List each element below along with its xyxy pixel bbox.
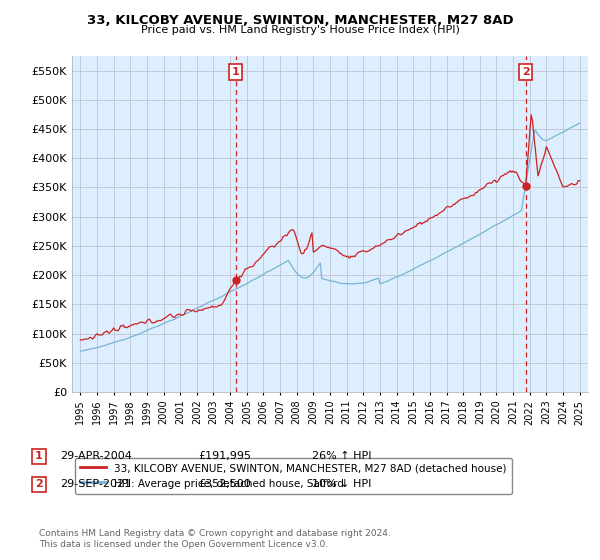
Text: 26% ↑ HPI: 26% ↑ HPI <box>312 451 371 461</box>
Text: 1: 1 <box>35 451 43 461</box>
Text: 33, KILCOBY AVENUE, SWINTON, MANCHESTER, M27 8AD: 33, KILCOBY AVENUE, SWINTON, MANCHESTER,… <box>86 14 514 27</box>
Text: 1: 1 <box>232 67 239 77</box>
Text: 2: 2 <box>35 479 43 489</box>
Text: 2: 2 <box>522 67 529 77</box>
Text: 10% ↓ HPI: 10% ↓ HPI <box>312 479 371 489</box>
Text: Price paid vs. HM Land Registry's House Price Index (HPI): Price paid vs. HM Land Registry's House … <box>140 25 460 35</box>
Text: £352,500: £352,500 <box>198 479 251 489</box>
Text: Contains HM Land Registry data © Crown copyright and database right 2024.
This d: Contains HM Land Registry data © Crown c… <box>39 529 391 549</box>
Text: 29-SEP-2021: 29-SEP-2021 <box>60 479 131 489</box>
Legend: 33, KILCOBY AVENUE, SWINTON, MANCHESTER, M27 8AD (detached house), HPI: Average : 33, KILCOBY AVENUE, SWINTON, MANCHESTER,… <box>74 458 512 494</box>
Text: £191,995: £191,995 <box>198 451 251 461</box>
Text: 29-APR-2004: 29-APR-2004 <box>60 451 132 461</box>
